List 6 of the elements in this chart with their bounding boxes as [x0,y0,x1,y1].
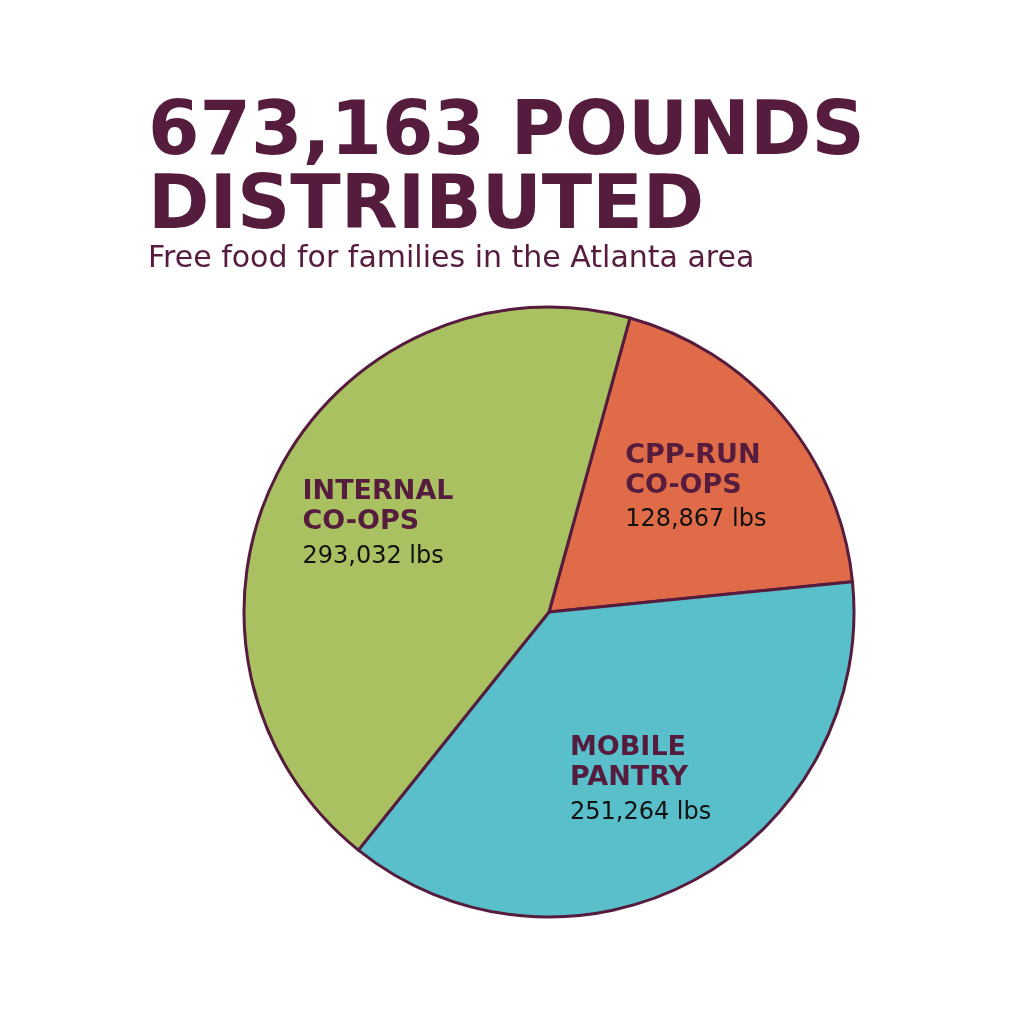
slice-label: INTERNAL CO-OPS [302,474,454,536]
slice-label: CPP-RUN CO-OPS [625,437,761,499]
data-label: 293,032 lbs [302,540,444,569]
data-label: 128,867 lbs [625,504,767,533]
data-label: 251,264 lbs [569,796,712,825]
slice-label: MOBILE PANTRY [569,730,689,792]
